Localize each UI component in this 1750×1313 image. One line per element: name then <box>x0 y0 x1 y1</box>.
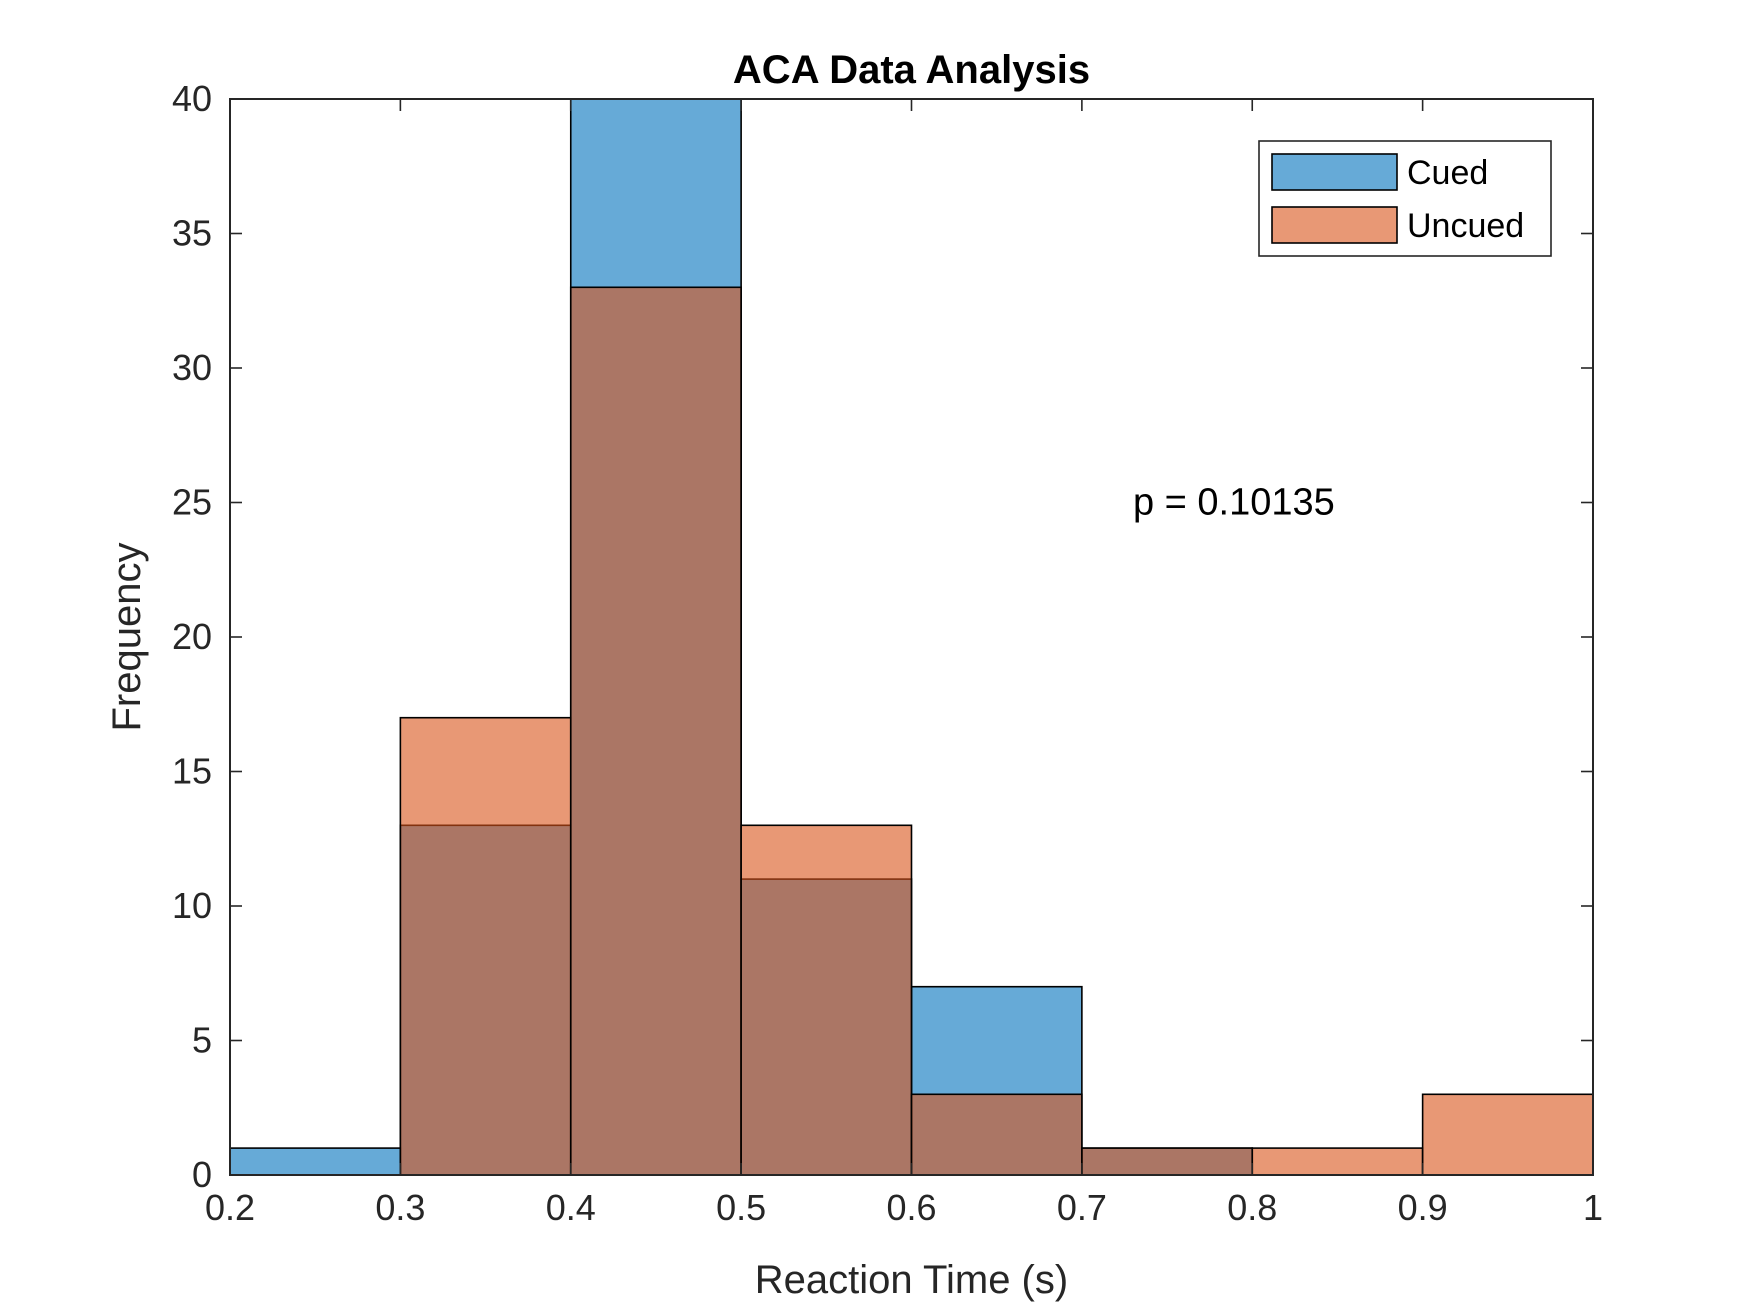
tick-labels-layer: 0.2 0.3 0.4 0.5 0.6 0.7 0.8 0.9 1051015202530354… <box>172 78 1603 1228</box>
legend-swatch-cued <box>1271 153 1398 191</box>
uncued-bar-6 <box>1251 1147 1424 1176</box>
uncued-bar-1 <box>399 716 572 1176</box>
x-tick-label: 1 <box>1583 1187 1603 1228</box>
x-tick-label: 0.5 <box>716 1187 766 1228</box>
x-tick-label: 0.6 <box>886 1187 936 1228</box>
uncued-bar-3 <box>740 824 913 1176</box>
y-tick-label: 20 <box>172 616 212 657</box>
x-tick-label: 0.2 <box>205 1187 255 1228</box>
ticks-layer <box>229 98 1594 1176</box>
uncued-bar-4 <box>910 1093 1083 1176</box>
legend-swatch-uncued <box>1271 206 1398 244</box>
y-tick-label: 40 <box>172 78 212 119</box>
bars-layer <box>229 98 1594 1176</box>
x-tick-label: 0.9 <box>1398 1187 1448 1228</box>
y-tick-label: 15 <box>172 751 212 792</box>
y-tick-label: 5 <box>192 1020 212 1061</box>
y-tick-label: 30 <box>172 347 212 388</box>
p-value-annotation: p = 0.10135 <box>1133 482 1335 524</box>
uncued-bar-5 <box>1081 1147 1254 1176</box>
y-axis-label: Frequency <box>105 543 149 732</box>
legend-label-cued: Cued <box>1407 154 1488 192</box>
y-tick-label: 35 <box>172 213 212 254</box>
y-tick-label: 10 <box>172 885 212 926</box>
legend-label-uncued: Uncued <box>1407 207 1524 245</box>
chart-title: ACA Data Analysis <box>733 48 1090 92</box>
x-tick-label: 0.7 <box>1057 1187 1107 1228</box>
cued-bar-0 <box>229 1147 402 1176</box>
y-tick-label: 0 <box>192 1154 212 1195</box>
y-tick-label: 25 <box>172 482 212 523</box>
x-tick-label: 0.3 <box>375 1187 425 1228</box>
legend: Cued Uncued <box>1258 140 1552 257</box>
x-tick-label: 0.4 <box>546 1187 596 1228</box>
uncued-bar-2 <box>569 286 742 1176</box>
uncued-bar-7 <box>1421 1093 1594 1176</box>
x-tick-label: 0.8 <box>1227 1187 1277 1228</box>
x-axis-label: Reaction Time (s) <box>755 1258 1068 1302</box>
